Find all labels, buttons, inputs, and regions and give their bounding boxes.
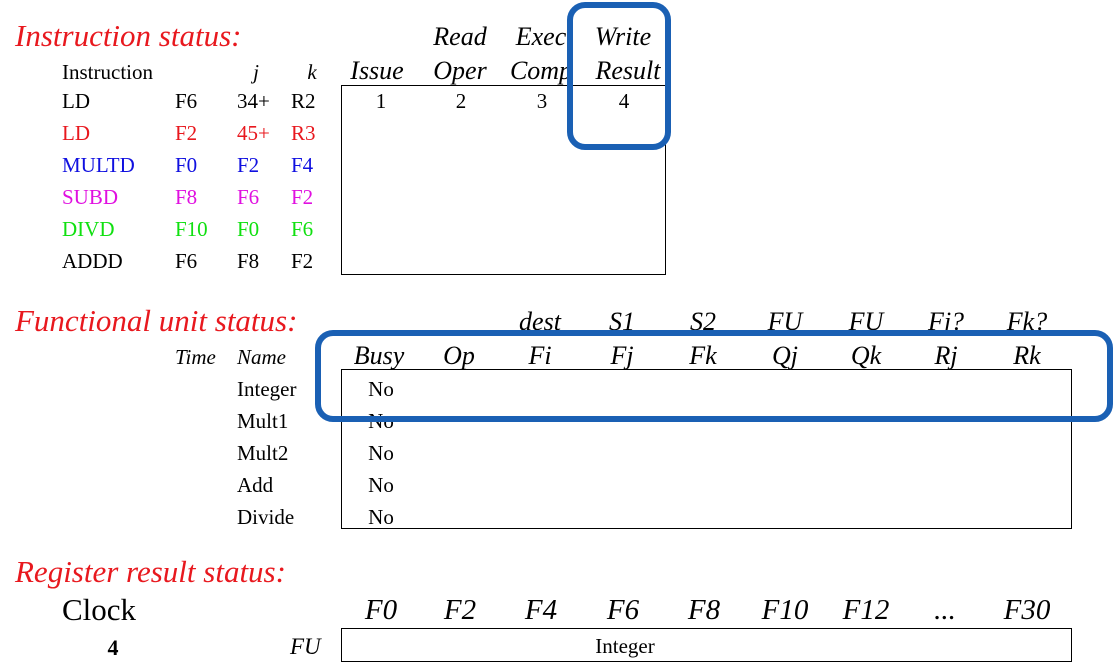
instruction-write-cycle: 4 <box>618 89 630 113</box>
instruction-issue-cycle: 1 <box>375 89 387 113</box>
register-header: F12 <box>842 594 890 626</box>
fu-header-fk: Fk <box>689 341 717 370</box>
write-result-highlight <box>567 2 671 150</box>
instruction-op: LD <box>62 89 90 113</box>
header-exec: Exec <box>515 22 567 51</box>
instruction-dst: F2 <box>175 121 198 145</box>
register-header: F8 <box>687 594 721 626</box>
fu-header-qk: Qk <box>850 341 882 370</box>
header-issue: Issue <box>350 56 404 85</box>
instruction-dst: F10 <box>175 217 208 241</box>
functional-unit-status-title: Functional unit status: <box>15 303 298 338</box>
fu-busy: No <box>368 377 394 401</box>
instruction-dst: F0 <box>175 153 198 177</box>
fu-name: Integer <box>237 377 297 401</box>
fu-label: FU <box>290 634 321 659</box>
instruction-dst: F6 <box>175 89 198 113</box>
instruction-op: LD <box>62 121 90 145</box>
fu-busy: No <box>368 473 394 497</box>
instruction-op: SUBD <box>62 185 119 209</box>
instruction-k: R3 <box>291 121 316 145</box>
instruction-j: F6 <box>237 185 260 209</box>
instruction-status-title: Instruction status: <box>15 18 242 53</box>
fu-name: Mult2 <box>237 441 289 465</box>
register-header: F10 <box>761 594 809 626</box>
register-fu-value: Integer <box>595 634 655 658</box>
fu-name: Add <box>237 473 274 497</box>
header-instruction: Instruction <box>62 60 153 84</box>
instruction-k: F6 <box>291 217 314 241</box>
header-oper: Oper <box>433 56 487 85</box>
fu-header-fi: Fi <box>528 341 552 370</box>
register-header: ... <box>934 594 956 626</box>
fu-header-name: Name <box>237 345 286 369</box>
instruction-j: 45+ <box>237 121 270 145</box>
header-write: Write <box>594 22 652 51</box>
instruction-j: F8 <box>237 249 260 273</box>
instruction-dst: F8 <box>175 185 198 209</box>
header-comp: Comp <box>509 56 573 85</box>
header-result: Result <box>595 56 661 85</box>
instruction-k: R2 <box>291 89 316 113</box>
fu-header-rk: Rk <box>1013 341 1041 370</box>
register-header: F2 <box>443 594 477 626</box>
header-read: Read <box>433 22 487 51</box>
instruction-op: MULTD <box>62 153 135 177</box>
register-header: F0 <box>364 594 398 626</box>
fu-header-op: Op <box>443 341 475 370</box>
instruction-j: F0 <box>237 217 260 241</box>
fu-header-highlight <box>315 330 1113 422</box>
clock-value: 4 <box>107 635 119 660</box>
instruction-exec-cycle: 3 <box>536 89 548 113</box>
fu-header-busy: Busy <box>353 341 405 370</box>
header-j: j <box>253 60 259 84</box>
clock-label: Clock <box>62 592 137 627</box>
instruction-k: F2 <box>291 249 314 273</box>
instruction-j: 34+ <box>237 89 270 113</box>
instruction-k: F2 <box>291 185 314 209</box>
instruction-op: ADDD <box>62 249 123 273</box>
instruction-read-cycle: 2 <box>455 89 467 113</box>
register-result-status-title: Register result status: <box>15 554 286 589</box>
register-header: F4 <box>524 594 558 626</box>
fu-header-rj: Rj <box>934 341 958 370</box>
instruction-op: DIVD <box>62 217 115 241</box>
instruction-j: F2 <box>237 153 260 177</box>
register-fu-box <box>341 628 1072 662</box>
fu-busy: No <box>368 441 394 465</box>
fu-name: Mult1 <box>237 409 289 433</box>
instruction-dst: F6 <box>175 249 198 273</box>
register-header: F6 <box>606 594 640 626</box>
register-header: F30 <box>1003 594 1051 626</box>
functional-unit-box <box>341 369 1072 529</box>
fu-header-fj: Fj <box>610 341 634 370</box>
fu-header-time: Time <box>175 345 216 369</box>
fu-busy: No <box>368 505 394 529</box>
fu-name: Divide <box>237 505 295 529</box>
header-k: k <box>307 60 317 84</box>
instruction-k: F4 <box>291 153 314 177</box>
fu-header-qj: Qj <box>772 341 798 370</box>
instruction-timing-box <box>341 85 666 275</box>
